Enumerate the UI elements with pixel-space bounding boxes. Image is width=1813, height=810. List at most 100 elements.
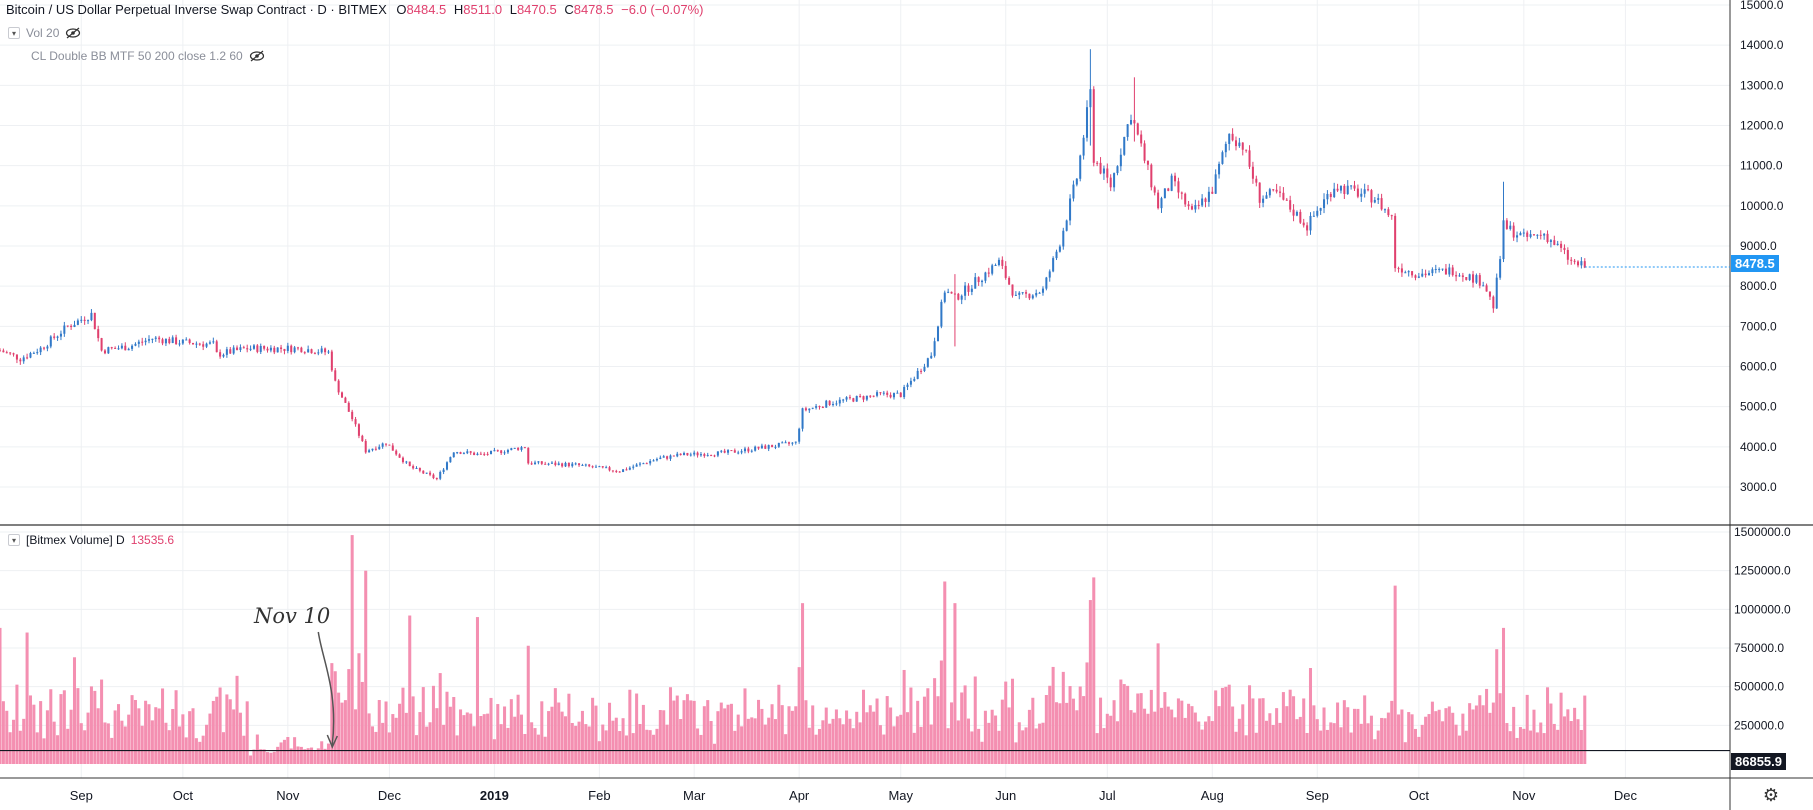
candle-body xyxy=(124,345,127,351)
time-tick-label: Oct xyxy=(173,788,194,803)
volume-pane-legend[interactable]: ▾ [Bitmex Volume] D 13535.6 xyxy=(8,533,174,547)
candle-body xyxy=(1580,261,1583,266)
volume-bar xyxy=(889,707,893,764)
candle-body xyxy=(1018,292,1021,295)
chevron-down-icon[interactable]: ▾ xyxy=(8,534,20,546)
indicator-vol[interactable]: ▾ Vol 20 xyxy=(8,26,81,40)
candle-body xyxy=(1583,261,1586,268)
candle-body xyxy=(1472,274,1475,283)
volume-bar xyxy=(1139,693,1143,764)
candle-body xyxy=(896,392,899,394)
candle-body xyxy=(1448,267,1451,275)
candle-body xyxy=(1184,193,1187,205)
price-tick-label: 14000.0 xyxy=(1740,38,1784,52)
volume-bar xyxy=(994,715,998,764)
volume-bar xyxy=(1403,742,1407,764)
candle-body xyxy=(496,450,499,452)
candle-body xyxy=(408,461,411,467)
candle-body xyxy=(1025,292,1028,294)
candle-body xyxy=(1167,188,1170,191)
volume-bar xyxy=(201,735,205,764)
volume-bar xyxy=(1115,721,1119,764)
candle-body xyxy=(1295,211,1298,216)
time-tick-label: Aug xyxy=(1201,788,1224,803)
candle-body xyxy=(1085,107,1089,138)
candle-body xyxy=(452,452,455,458)
candle-body xyxy=(1190,206,1193,210)
volume-bar xyxy=(882,734,886,764)
volume-bar xyxy=(1471,709,1475,764)
volume-bar xyxy=(909,687,913,764)
candle-body xyxy=(655,458,658,461)
volume-bar xyxy=(1051,666,1055,764)
indicator-double-bb[interactable]: CL Double BB MTF 50 200 close 1.2 60 xyxy=(31,49,265,63)
candle-body xyxy=(269,347,272,351)
volume-bar xyxy=(117,704,121,764)
volume-bar xyxy=(1390,700,1394,764)
volume-bar xyxy=(1393,585,1397,764)
volume-bar xyxy=(25,632,29,764)
candle-body xyxy=(168,338,171,344)
candle-body xyxy=(974,277,977,289)
volume-bar xyxy=(93,690,97,764)
candle-body xyxy=(1516,235,1519,238)
candle-body xyxy=(456,452,459,454)
volume-bar xyxy=(1132,712,1136,764)
candle-body xyxy=(317,352,320,354)
eye-hidden-icon[interactable] xyxy=(249,50,265,62)
candle-body xyxy=(561,463,564,467)
candle-body xyxy=(1312,215,1315,217)
volume-bar xyxy=(225,694,229,764)
candle-body xyxy=(236,347,239,350)
volume-bar xyxy=(499,724,503,764)
volume-bar xyxy=(1413,728,1417,764)
volume-bar xyxy=(215,696,219,764)
candle-body xyxy=(76,320,79,325)
candle-body xyxy=(517,447,520,450)
volume-bar xyxy=(814,734,818,764)
volume-bar xyxy=(1359,723,1363,764)
candle-body xyxy=(154,337,157,339)
candle-body xyxy=(63,325,66,334)
volume-bar xyxy=(757,699,761,764)
gear-icon[interactable]: ⚙ xyxy=(1762,784,1780,805)
volume-bar xyxy=(1275,708,1279,764)
candle-body xyxy=(926,358,929,367)
candle-body xyxy=(1214,174,1217,194)
candle-body xyxy=(879,392,882,394)
volume-bar xyxy=(1031,697,1035,764)
candle-body xyxy=(266,348,269,351)
volume-bar xyxy=(418,712,422,764)
volume-bar xyxy=(919,726,923,764)
candle-body xyxy=(859,395,862,397)
volume-bar xyxy=(1549,703,1553,764)
candle-body xyxy=(486,453,489,455)
candle-body xyxy=(1478,275,1481,286)
candle-body xyxy=(1262,198,1265,203)
candle-body xyxy=(825,400,828,408)
candle-body xyxy=(730,450,733,452)
volume-bar xyxy=(1058,703,1062,764)
candle-body xyxy=(310,349,313,354)
volume-bar xyxy=(950,702,954,764)
volume-bar xyxy=(137,708,141,764)
candle-body xyxy=(422,470,425,474)
volume-bar xyxy=(963,685,967,764)
chevron-down-icon[interactable]: ▾ xyxy=(8,27,20,39)
candle-body xyxy=(334,370,337,381)
candle-body xyxy=(706,455,709,457)
candle-body xyxy=(9,352,12,354)
volume-bar xyxy=(709,721,713,764)
candle-body xyxy=(1549,240,1552,242)
candle-body xyxy=(80,319,83,321)
candle-body xyxy=(832,404,835,406)
indicator-double-bb-label: CL Double BB MTF 50 200 close 1.2 60 xyxy=(31,49,243,63)
volume-bar xyxy=(232,709,236,764)
eye-hidden-icon[interactable] xyxy=(65,27,81,39)
volume-bar xyxy=(69,709,73,764)
candle-body xyxy=(15,354,18,360)
candle-body xyxy=(1509,225,1512,229)
candle-body xyxy=(791,442,794,444)
candle-body xyxy=(767,445,770,449)
